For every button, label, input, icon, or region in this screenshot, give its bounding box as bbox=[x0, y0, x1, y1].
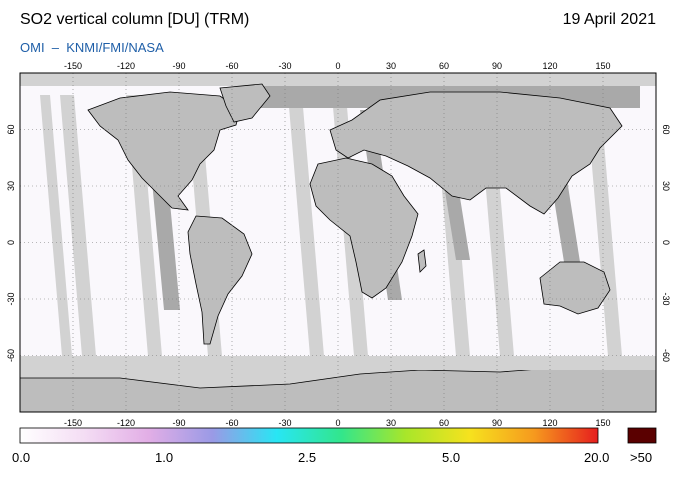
map-date: 19 April 2021 bbox=[562, 11, 656, 28]
lat-tick-label: 60 bbox=[661, 124, 671, 134]
map-title: SO2 vertical column [DU] (TRM) bbox=[20, 11, 250, 28]
lon-tick-label: 60 bbox=[439, 418, 449, 428]
lon-tick-label: 0 bbox=[335, 61, 340, 71]
colorbar-label-2: 2.5 bbox=[298, 450, 317, 465]
lon-tick-label: -120 bbox=[117, 418, 135, 428]
lon-tick-label: -150 bbox=[64, 418, 82, 428]
madagascar bbox=[417, 249, 427, 273]
lon-tick-label: -150 bbox=[64, 61, 82, 71]
lon-tick-label: 120 bbox=[542, 61, 557, 71]
colorbar-label-5: >50 bbox=[630, 450, 653, 465]
lat-labels-left: 60 30 0 -30 -60 bbox=[6, 124, 16, 362]
southern-polar-band bbox=[20, 356, 656, 370]
lat-tick-label: 0 bbox=[661, 240, 671, 245]
lat-tick-label: -60 bbox=[6, 349, 16, 362]
lat-tick-label: -30 bbox=[661, 292, 671, 305]
lon-tick-label: 120 bbox=[542, 418, 557, 428]
lon-tick-label: 90 bbox=[492, 418, 502, 428]
colorbar-label-4: 20.0 bbox=[584, 450, 610, 465]
lon-tick-label: 0 bbox=[335, 418, 340, 428]
colorbar-label-0: 0.0 bbox=[12, 450, 31, 465]
data-credit: OMI – KNMI/FMI/NASA bbox=[20, 40, 164, 55]
lat-tick-label: -30 bbox=[6, 292, 16, 305]
colorbar-label-1: 1.0 bbox=[155, 450, 174, 465]
colorbar-overflow-box bbox=[627, 427, 657, 444]
lat-tick-label: 30 bbox=[661, 181, 671, 191]
lat-tick-label: 0 bbox=[6, 240, 16, 245]
south-america bbox=[187, 215, 253, 345]
lon-tick-label: -60 bbox=[225, 61, 238, 71]
lon-tick-label: 30 bbox=[386, 61, 396, 71]
lon-tick-label: 90 bbox=[492, 61, 502, 71]
lon-tick-label: 30 bbox=[386, 418, 396, 428]
lat-labels-right: 60 30 0 -30 -60 bbox=[661, 124, 671, 362]
lon-tick-label: -90 bbox=[172, 418, 185, 428]
lat-tick-label: 30 bbox=[6, 181, 16, 191]
lon-tick-label: -90 bbox=[172, 61, 185, 71]
colorbar-gradient bbox=[19, 427, 599, 444]
lon-labels-bottom: -150 -120 -90 -60 -30 0 30 60 90 120 150 bbox=[64, 418, 611, 428]
lon-tick-label: -30 bbox=[278, 61, 291, 71]
lon-tick-label: -60 bbox=[225, 418, 238, 428]
lat-tick-label: -60 bbox=[661, 349, 671, 362]
graticule bbox=[20, 73, 656, 412]
lon-tick-label: -120 bbox=[117, 61, 135, 71]
colorbar-label-3: 5.0 bbox=[442, 450, 461, 465]
greenland bbox=[219, 83, 271, 123]
lon-tick-label: 150 bbox=[595, 418, 610, 428]
map-frame bbox=[19, 72, 657, 413]
lon-tick-label: -30 bbox=[278, 418, 291, 428]
lon-tick-label: 150 bbox=[595, 61, 610, 71]
lon-tick-label: 60 bbox=[439, 61, 449, 71]
lat-tick-label: 60 bbox=[6, 124, 16, 134]
lon-labels-top: -150 -120 -90 -60 -30 0 30 60 90 120 150 bbox=[64, 61, 611, 71]
eurasia bbox=[329, 91, 623, 215]
